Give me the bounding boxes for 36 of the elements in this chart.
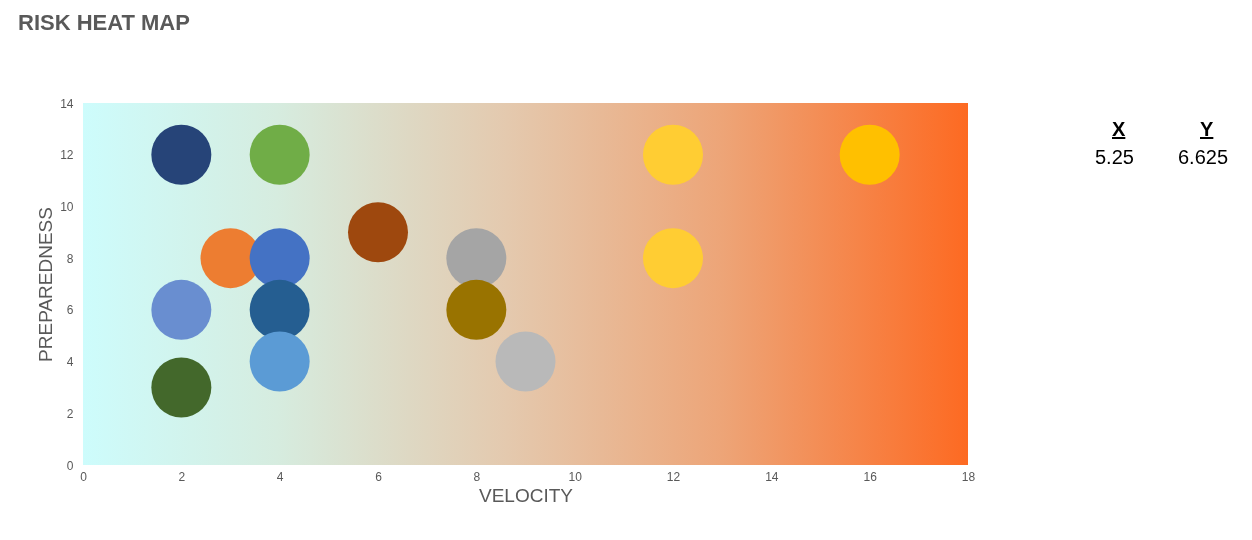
x-tick-label: 0: [80, 469, 88, 484]
x-tick-label: 2: [178, 469, 186, 484]
point: [839, 124, 900, 185]
point: [151, 279, 212, 340]
y-tick-label: 8: [66, 251, 74, 266]
y-tick-label: 0: [66, 458, 74, 473]
point: [348, 202, 408, 263]
y-tick-label: 10: [60, 199, 74, 214]
point: [151, 357, 212, 418]
x-tick-label: 12: [666, 469, 681, 484]
x-tick-label: 16: [863, 469, 878, 484]
x-tick-label: 6: [375, 469, 383, 484]
text: Y: [1200, 118, 1214, 141]
point: [495, 331, 556, 392]
point: [643, 228, 703, 289]
x-tick-label: 10: [568, 469, 583, 484]
y-axis-title: PREPAREDNESS: [35, 207, 57, 362]
point: [249, 124, 310, 185]
point: [643, 124, 703, 185]
text: X: [1112, 118, 1126, 141]
x-tick-label: 4: [276, 469, 284, 484]
text: 6.625: [1178, 146, 1229, 169]
point: [446, 279, 507, 340]
y-tick-label: 12: [60, 148, 74, 163]
point: [151, 124, 212, 185]
x-tick-label: 18: [961, 469, 976, 484]
x-axis-title: VELOCITY: [479, 484, 574, 506]
point: [249, 331, 310, 392]
x-tick-label: 14: [765, 469, 779, 484]
chart-title: RISK HEAT MAP: [18, 10, 190, 36]
x-tick-label: 8: [473, 469, 481, 484]
y-tick-label: 4: [66, 355, 74, 370]
y-tick-label: 6: [66, 303, 74, 318]
y-tick-label: 14: [60, 96, 74, 111]
text: 5.25: [1095, 146, 1134, 169]
y-tick-label: 2: [66, 406, 74, 421]
